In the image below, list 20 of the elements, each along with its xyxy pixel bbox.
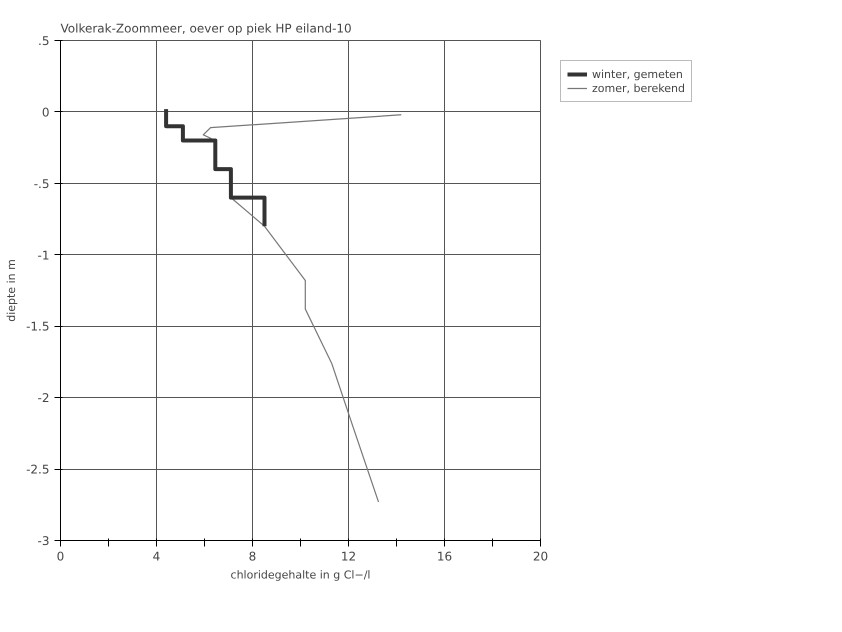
x-tick-label: 16 (436, 550, 452, 564)
y-tick-label: -2.5 (26, 462, 50, 477)
line-series (164, 107, 266, 228)
x-tick-label: 4 (152, 550, 160, 564)
y-tick-label: -1.5 (26, 320, 50, 334)
y-tick-label: 0 (42, 105, 50, 120)
chart-title: Volkerak-Zoommeer, oever op piek HP eiland-10 (60, 22, 352, 36)
x-tick-label: 12 (340, 550, 356, 564)
x-axis-title: chloridegehalte in g Cl−/l (230, 568, 370, 582)
x-tick-label: 0 (56, 550, 64, 564)
y-axis-title: diepte in m (5, 259, 18, 322)
x-tick-label: 20 (532, 550, 548, 564)
x-tick-label: 8 (248, 550, 256, 564)
y-tick-label: -3 (38, 534, 50, 548)
legend-label: winter, gemeten (592, 67, 683, 81)
legend-label: zomer, berekend (592, 81, 686, 95)
y-tick-label: .5 (38, 34, 50, 48)
y-tick-label: -2 (38, 391, 50, 406)
y-tick-label: -1 (38, 248, 50, 262)
y-tick-label: -.5 (34, 176, 50, 191)
